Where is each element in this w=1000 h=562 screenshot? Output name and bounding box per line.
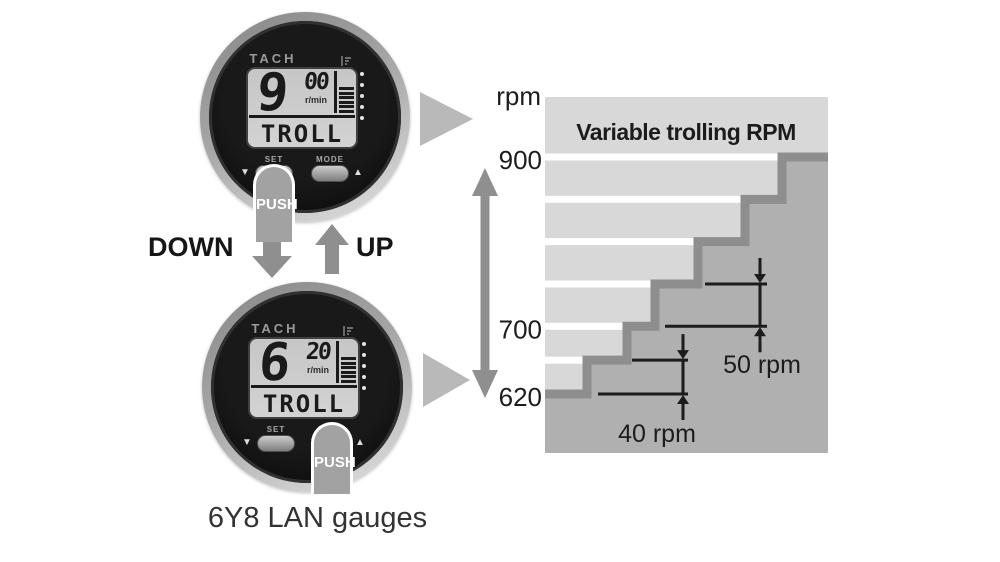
up-arrow-icon <box>315 224 349 279</box>
led-dots-icon <box>360 72 364 120</box>
set-button-label: SET <box>264 155 284 164</box>
lcd-bar-graph-icon <box>341 357 356 383</box>
y-axis-unit-label: rpm <box>496 81 541 111</box>
ytick-label: 900 <box>499 145 542 175</box>
ytick-label: 700 <box>499 314 542 344</box>
gauge-brand-label: TACH <box>251 321 299 336</box>
led-dots-icon <box>362 342 366 390</box>
gridline <box>545 195 828 203</box>
lcd-unit-label: r/min <box>305 95 328 105</box>
lcd-sub-digits: 20 <box>304 339 331 365</box>
gauge-brand-label: TACH <box>249 51 297 66</box>
set-button-label: SET <box>266 425 286 434</box>
lcd-mode-label: TROLL <box>260 120 344 148</box>
lcd-main-digit: 9 <box>254 63 291 123</box>
lcd-bar-graph-icon <box>339 87 354 113</box>
lcd-display: 9 00 r/min TROLL <box>246 63 358 149</box>
dimension-label: 40 rpm <box>618 420 696 448</box>
triangle-down-icon: ▼ <box>242 437 252 448</box>
push-finger-set[interactable]: PUSH <box>253 164 298 242</box>
lcd-display: 6 20 r/min TROLL <box>248 333 360 419</box>
dimension-arrowhead <box>677 350 689 360</box>
caption: 6Y8 LAN gauges <box>207 502 428 534</box>
tach-gauge-top: TACH 9 00 r/min TROLL SET MODE ▼ ▲ PUSH <box>200 12 410 242</box>
chart-title: Variable trolling RPM <box>576 119 796 145</box>
mode-button-label: MODE <box>316 155 344 164</box>
set-button[interactable] <box>257 435 295 452</box>
lcd-unit-label: r/min <box>307 365 330 375</box>
trim-indicator-icon <box>339 54 353 72</box>
lcd-main-digit: 6 <box>256 333 293 393</box>
up-label: UP <box>356 232 394 262</box>
trim-indicator-icon <box>341 324 355 342</box>
lcd-separator-line <box>249 115 355 118</box>
dimension-arrowhead <box>754 273 766 283</box>
pointer-right-triangle-icon <box>420 92 473 146</box>
range-arrow-icon <box>472 168 498 398</box>
gridline <box>545 153 828 161</box>
lcd-divider-line <box>336 341 339 383</box>
lcd-separator-line <box>251 385 357 388</box>
trolling-rpm-chart: 900 700 620 40 rpm 50 rpm rpm Variable troll… <box>420 81 828 453</box>
trolling-step-area <box>545 157 828 453</box>
pointer-right-triangle-icon <box>423 353 470 407</box>
push-finger-mode[interactable]: PUSH <box>311 422 356 494</box>
triangle-up-icon: ▲ <box>353 167 363 178</box>
lcd-mode-label: TROLL <box>262 390 346 418</box>
lcd-sub-digits: 00 <box>302 69 329 95</box>
trolling-step-line <box>545 152 828 399</box>
down-label: DOWN <box>148 232 234 262</box>
mode-button[interactable] <box>311 165 349 182</box>
lcd-divider-line <box>334 71 337 113</box>
dimension-label: 50 rpm <box>723 351 801 379</box>
triangle-down-icon: ▼ <box>240 167 250 178</box>
dimension-arrowhead <box>754 327 766 337</box>
gridline <box>545 238 828 246</box>
ytick-label: 620 <box>499 382 542 412</box>
triangle-up-icon: ▲ <box>355 437 365 448</box>
dimension-arrowhead <box>677 395 689 404</box>
tach-gauge-bottom: TACH 6 20 r/min TROLL SET MODE ▼ ▲ PUSH <box>202 282 412 494</box>
